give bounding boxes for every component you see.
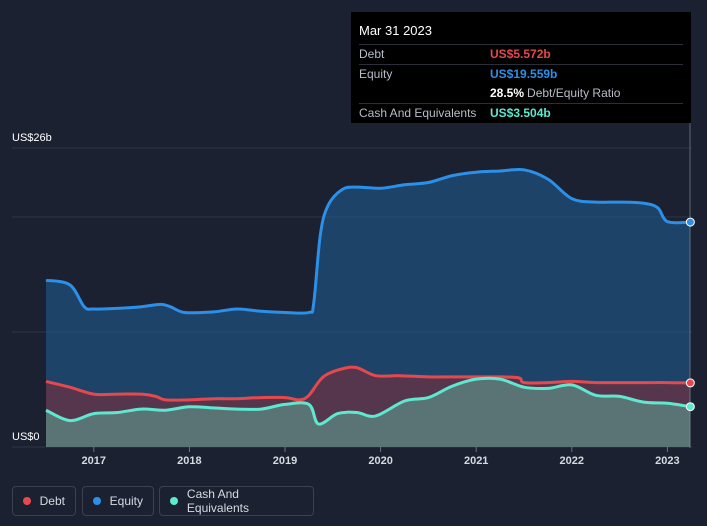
cash-and-equivalents-area xyxy=(46,378,691,447)
debt-legend-dot-icon xyxy=(23,497,31,505)
x-tick-label: 2023 xyxy=(655,455,679,467)
debt-line xyxy=(45,365,691,402)
tooltip-equity-row: Equity US$19.559b xyxy=(359,64,683,84)
x-tick-label: 2019 xyxy=(273,455,297,467)
debt-end-point xyxy=(685,378,695,388)
tooltip-debt-label: Debt xyxy=(359,47,385,61)
tooltip-equity-label: Equity xyxy=(359,67,393,81)
tooltip-ratio-row: 28.5% Debt/Equity Ratio xyxy=(359,84,683,103)
tooltip-debt-row: Debt US$5.572b xyxy=(359,44,683,64)
equity-area xyxy=(46,169,691,447)
tooltip-ratio-label: Debt/Equity Ratio xyxy=(527,86,621,100)
x-tick-label: 2017 xyxy=(82,455,106,467)
legend-item-cash[interactable]: Cash And Equivalents xyxy=(159,486,314,516)
y-axis-bottom-label: US$0 xyxy=(12,431,40,443)
tooltip-equity-value: US$19.559b xyxy=(490,67,558,81)
tooltip-ratio-value: 28.5% xyxy=(490,86,525,100)
y-axis-top-label: US$26b xyxy=(12,132,52,144)
tooltip-cash-value: US$3.504b xyxy=(490,106,551,120)
cash-and-equivalents-end-point xyxy=(685,402,695,412)
x-tick-label: 2018 xyxy=(177,455,201,467)
x-axis-ticks: 2017 2018 2019 2020 2021 2022 2023 xyxy=(82,447,680,467)
tooltip-debt-value: US$5.572b xyxy=(490,47,551,61)
series-end-markers xyxy=(685,217,695,412)
series-lines xyxy=(45,167,691,426)
legend-item-debt[interactable]: Debt xyxy=(12,486,76,516)
x-tick-label: 2022 xyxy=(560,455,584,467)
tooltip-cash-label: Cash And Equivalents xyxy=(359,106,477,120)
tooltip-cash-row: Cash And Equivalents US$3.504b xyxy=(359,103,683,123)
tooltip-date: Mar 31 2023 xyxy=(359,23,432,38)
equity-line xyxy=(45,167,691,315)
legend-cash-label: Cash And Equivalents xyxy=(186,487,249,515)
x-tick-label: 2020 xyxy=(368,455,392,467)
x-tick-label: 2021 xyxy=(464,455,488,467)
equity-end-point xyxy=(685,217,695,227)
legend-item-equity[interactable]: Equity xyxy=(82,486,154,516)
data-tooltip: Mar 31 2023 Debt US$5.572b Equity US$19.… xyxy=(351,12,691,123)
legend-equity-label: Equity xyxy=(109,494,143,508)
cash-and-equivalents-line xyxy=(45,376,691,426)
legend-debt-label: Debt xyxy=(39,494,65,508)
series-areas xyxy=(46,169,691,447)
cash-legend-dot-icon xyxy=(170,497,178,505)
equity-legend-dot-icon xyxy=(93,497,101,505)
